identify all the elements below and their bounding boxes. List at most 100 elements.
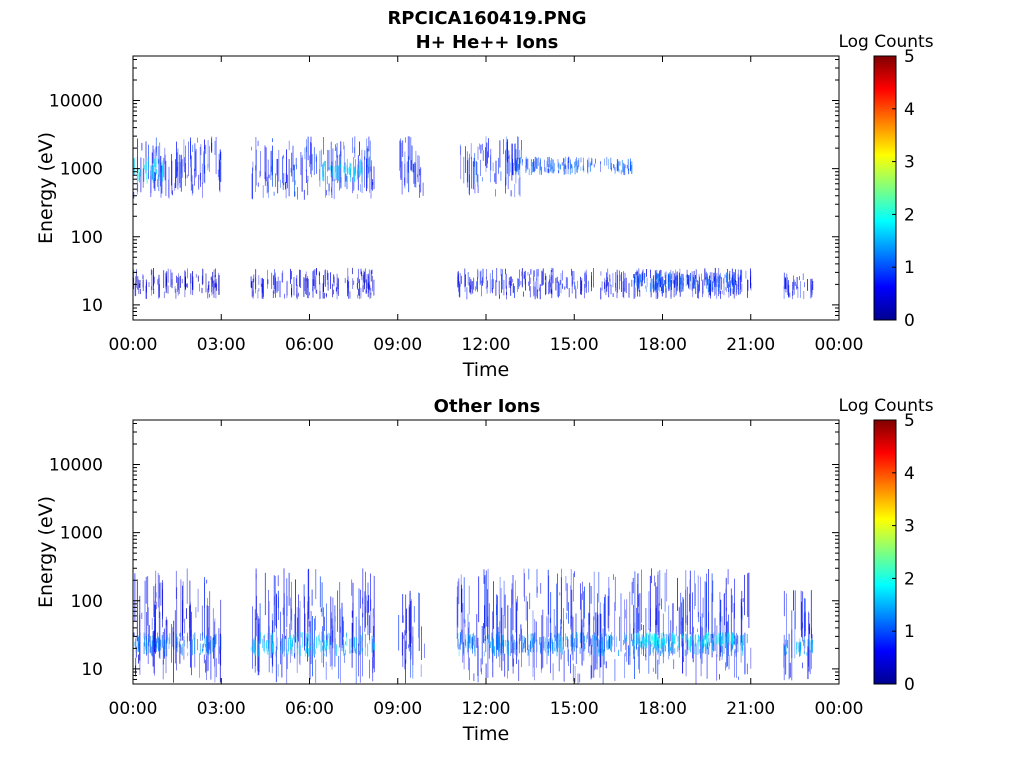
spectrogram-streak (179, 644, 181, 664)
spectrogram-streak (411, 145, 413, 172)
spectrogram-streak (606, 633, 608, 648)
spectrogram-streak (201, 163, 203, 184)
spectrogram-streak (686, 633, 688, 641)
spectrogram-streak (719, 591, 721, 626)
spectrogram-streak (370, 166, 372, 199)
spectrogram-streak (584, 643, 586, 650)
spectrogram-streak (150, 644, 151, 654)
spectrogram-streak (675, 276, 677, 281)
spectrogram-streak (138, 169, 140, 181)
spectrogram-streak (295, 633, 296, 640)
spectrogram-streak (354, 637, 356, 652)
spectrogram-streak (671, 633, 673, 646)
spectrogram-streak (618, 649, 619, 656)
spectrogram-streak (571, 276, 573, 294)
spectrogram-streak (812, 281, 814, 290)
spectrogram-streak (464, 268, 466, 288)
spectrogram-streak (563, 157, 564, 166)
spectrogram-streak (403, 635, 405, 640)
spectrogram-streak (263, 642, 265, 654)
spectrogram-streak (721, 640, 723, 646)
spectrogram-streak (547, 168, 549, 173)
spectrogram-streak (335, 644, 337, 657)
spectrogram-streak (669, 639, 670, 656)
spectrogram-streak (662, 283, 664, 288)
spectrogram-streak (469, 277, 471, 293)
spectrogram-streak (481, 668, 482, 675)
spectrogram-streak (306, 169, 307, 183)
spectrogram-streak (323, 137, 324, 155)
spectrogram-streak (548, 156, 550, 168)
spectrogram-streak (459, 632, 461, 646)
spectrogram-streak (732, 277, 733, 286)
spectrogram-streak (152, 631, 154, 667)
spectrogram-streak (584, 273, 585, 282)
spectrogram-streak (365, 595, 367, 613)
spectrogram-streak (531, 637, 533, 654)
spectrogram-streak (533, 270, 535, 277)
spectrogram-streak (535, 157, 537, 169)
spectrogram-streak (324, 160, 325, 167)
spectrogram-streak (332, 283, 333, 298)
spectrogram-streak (702, 280, 703, 298)
spectrogram-streak (290, 268, 291, 284)
spectrogram-streak (303, 584, 305, 609)
spectrogram-streak (173, 631, 174, 683)
spectrogram-streak (676, 626, 677, 637)
spectrogram-streak (636, 273, 638, 288)
spectrogram-streak (672, 271, 674, 284)
spectrogram-streak (319, 150, 321, 187)
spectrogram-streak (654, 634, 655, 642)
spectrogram-streak (143, 158, 145, 182)
spectrogram-streak (352, 267, 353, 275)
spectrogram-streak (373, 636, 374, 650)
spectrogram-streak (500, 588, 502, 654)
spectrogram-streak (559, 632, 561, 642)
spectrogram-streak (497, 595, 498, 650)
spectrogram-band (457, 631, 748, 657)
spectrogram-streak (554, 162, 555, 172)
spectrogram-streak (577, 280, 578, 289)
spectrogram-streak (178, 641, 180, 648)
spectrogram-streak (695, 634, 696, 647)
spectrogram-streak (487, 280, 488, 288)
spectrogram-streak (169, 633, 171, 644)
spectrogram-streak (417, 174, 418, 178)
spectrogram-streak (268, 640, 269, 652)
spectrogram-streak (155, 162, 156, 167)
spectrogram-streak (272, 159, 273, 187)
spectrogram-streak (463, 156, 465, 184)
colorbar-label: Log Counts (838, 396, 933, 416)
spectrogram-streak (565, 576, 567, 591)
spectrogram-streak (514, 143, 516, 171)
spectrogram-streak (702, 279, 704, 294)
spectrogram-streak (184, 640, 185, 647)
spectrogram-streak (181, 159, 183, 178)
spectrogram-streak (655, 281, 657, 293)
spectrogram-streak (568, 156, 570, 170)
spectrogram-streak (192, 634, 194, 640)
spectrogram-streak (639, 290, 641, 297)
spectrogram-streak (502, 269, 503, 290)
spectrogram-streak (517, 641, 518, 657)
spectrogram-band (633, 631, 736, 649)
spectrogram-streak (324, 269, 326, 287)
spectrogram-streak (484, 605, 485, 629)
spectrogram-streak (793, 590, 794, 611)
spectrogram-streak (498, 280, 500, 295)
spectrogram-streak (548, 282, 550, 295)
spectrogram-streak (651, 635, 652, 641)
spectrogram-streak (326, 640, 327, 650)
spectrogram-streak (691, 637, 693, 644)
spectrogram-streak (356, 283, 358, 289)
spectrogram-streak (665, 271, 667, 285)
spectrogram-streak (326, 293, 327, 298)
spectrogram-streak (359, 160, 361, 176)
spectrogram-streak (734, 649, 736, 654)
spectrogram-streak (528, 644, 530, 667)
spectrogram-streak (186, 283, 188, 287)
spectrogram-streak (155, 635, 156, 644)
spectrogram-streak (536, 622, 537, 668)
spectrogram-streak (617, 159, 619, 172)
spectrogram-streak (477, 637, 479, 676)
